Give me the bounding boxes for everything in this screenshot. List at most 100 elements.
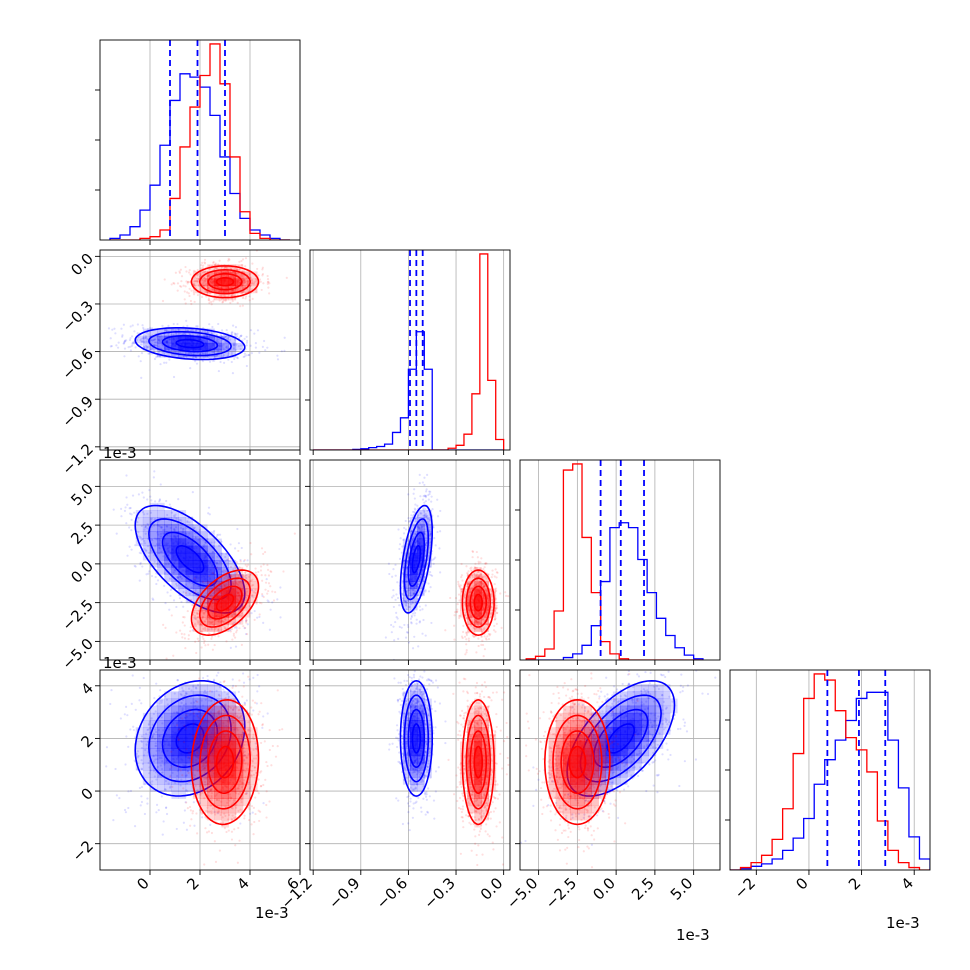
scatter-point [195,329,198,333]
density-cell [150,328,158,337]
scatter-point [208,513,211,516]
contour-red [473,593,483,612]
scatter-point [142,337,145,340]
scatter-point [415,622,418,625]
x-tick-label: 2 [845,874,864,893]
scatter-point [261,593,264,596]
density-cell [214,264,222,272]
density-cell [235,602,244,611]
scatter-point [114,767,117,771]
scatter-point [409,592,412,595]
scatter-point [201,676,205,680]
scatter-point [194,686,198,689]
scatter-point [246,282,249,285]
scatter-point [218,578,221,581]
scatter-point [212,260,215,264]
scatter-point [176,770,179,773]
density-cell [474,595,482,604]
density-cell [185,560,194,568]
scatter-point [464,593,467,596]
y-tick-label: −0.6 [59,345,97,383]
scatter-point [486,622,489,626]
scatter-point [213,359,216,362]
scatter-point [473,635,476,638]
scatter-point [229,565,233,569]
scatter-point [235,631,238,634]
scatter-point [491,602,494,605]
scatter-point [217,369,220,373]
density-cell [250,278,258,287]
scatter-point [266,568,270,571]
scatter-point [228,266,231,269]
scatter-point [416,504,419,507]
scatter-point [230,293,233,296]
scatter-point [207,643,210,646]
scatter-point [249,276,252,279]
density-cell [474,624,482,632]
scatter-point [453,638,456,641]
scatter-point [189,630,192,633]
scatter-point [201,329,204,333]
scatter-point [129,512,132,515]
scatter-point [184,265,187,269]
scatter-point [215,562,219,565]
scatter-point [262,595,265,599]
scatter-point [129,506,132,510]
scatter-point [236,268,239,271]
scatter-point [254,668,256,670]
scatter-point [250,553,253,556]
scatter-point [152,343,156,347]
scatter-point [254,571,257,574]
scatter-point [411,588,414,592]
scatter-point [194,588,197,592]
density-cell [157,342,165,351]
scatter-point [173,569,176,572]
scatter-point [172,571,175,574]
scatter-point [407,605,410,609]
scatter-point [456,603,459,606]
scatter-point [459,587,462,590]
scatter-point [232,343,235,346]
density-cell [207,624,215,632]
scatter-point [387,562,391,565]
scatter-point [203,620,206,623]
scatter-point [230,333,233,336]
scatter-point [489,616,492,619]
density-cell [250,581,258,589]
scatter-point [403,600,407,603]
scatter-point [238,260,241,263]
scatter-point [493,582,496,586]
scatter-point [261,272,265,276]
scatter-point [233,344,236,347]
scatter-point [195,651,198,655]
scatter-point [224,560,227,563]
scatter-point [208,299,211,302]
scatter-point [244,278,247,281]
scatter-point [479,574,482,577]
scatter-point [192,527,196,530]
scatter-point [162,529,165,532]
scatter-point [276,358,280,361]
scatter-point [146,338,149,341]
scatter-point [222,355,225,358]
scatter-point [254,591,257,595]
scatter-point [215,567,218,570]
scatter-point [266,281,269,284]
scatter-point [188,521,191,524]
scatter-point [210,288,214,292]
scatter-point [487,618,490,621]
density-cell [488,602,497,611]
scatter-point [245,341,249,344]
scatter-point [192,801,195,804]
scatter-point [176,575,179,579]
scatter-point [244,632,248,636]
scatter-point [243,558,246,562]
scatter-point [187,280,190,284]
scatter-point [213,298,216,301]
scatter-point [436,515,440,518]
scatter-point [143,812,146,816]
scatter-point [197,272,200,276]
density-cell [228,342,237,351]
scatter-point [395,593,398,596]
scatter-point [235,289,239,292]
